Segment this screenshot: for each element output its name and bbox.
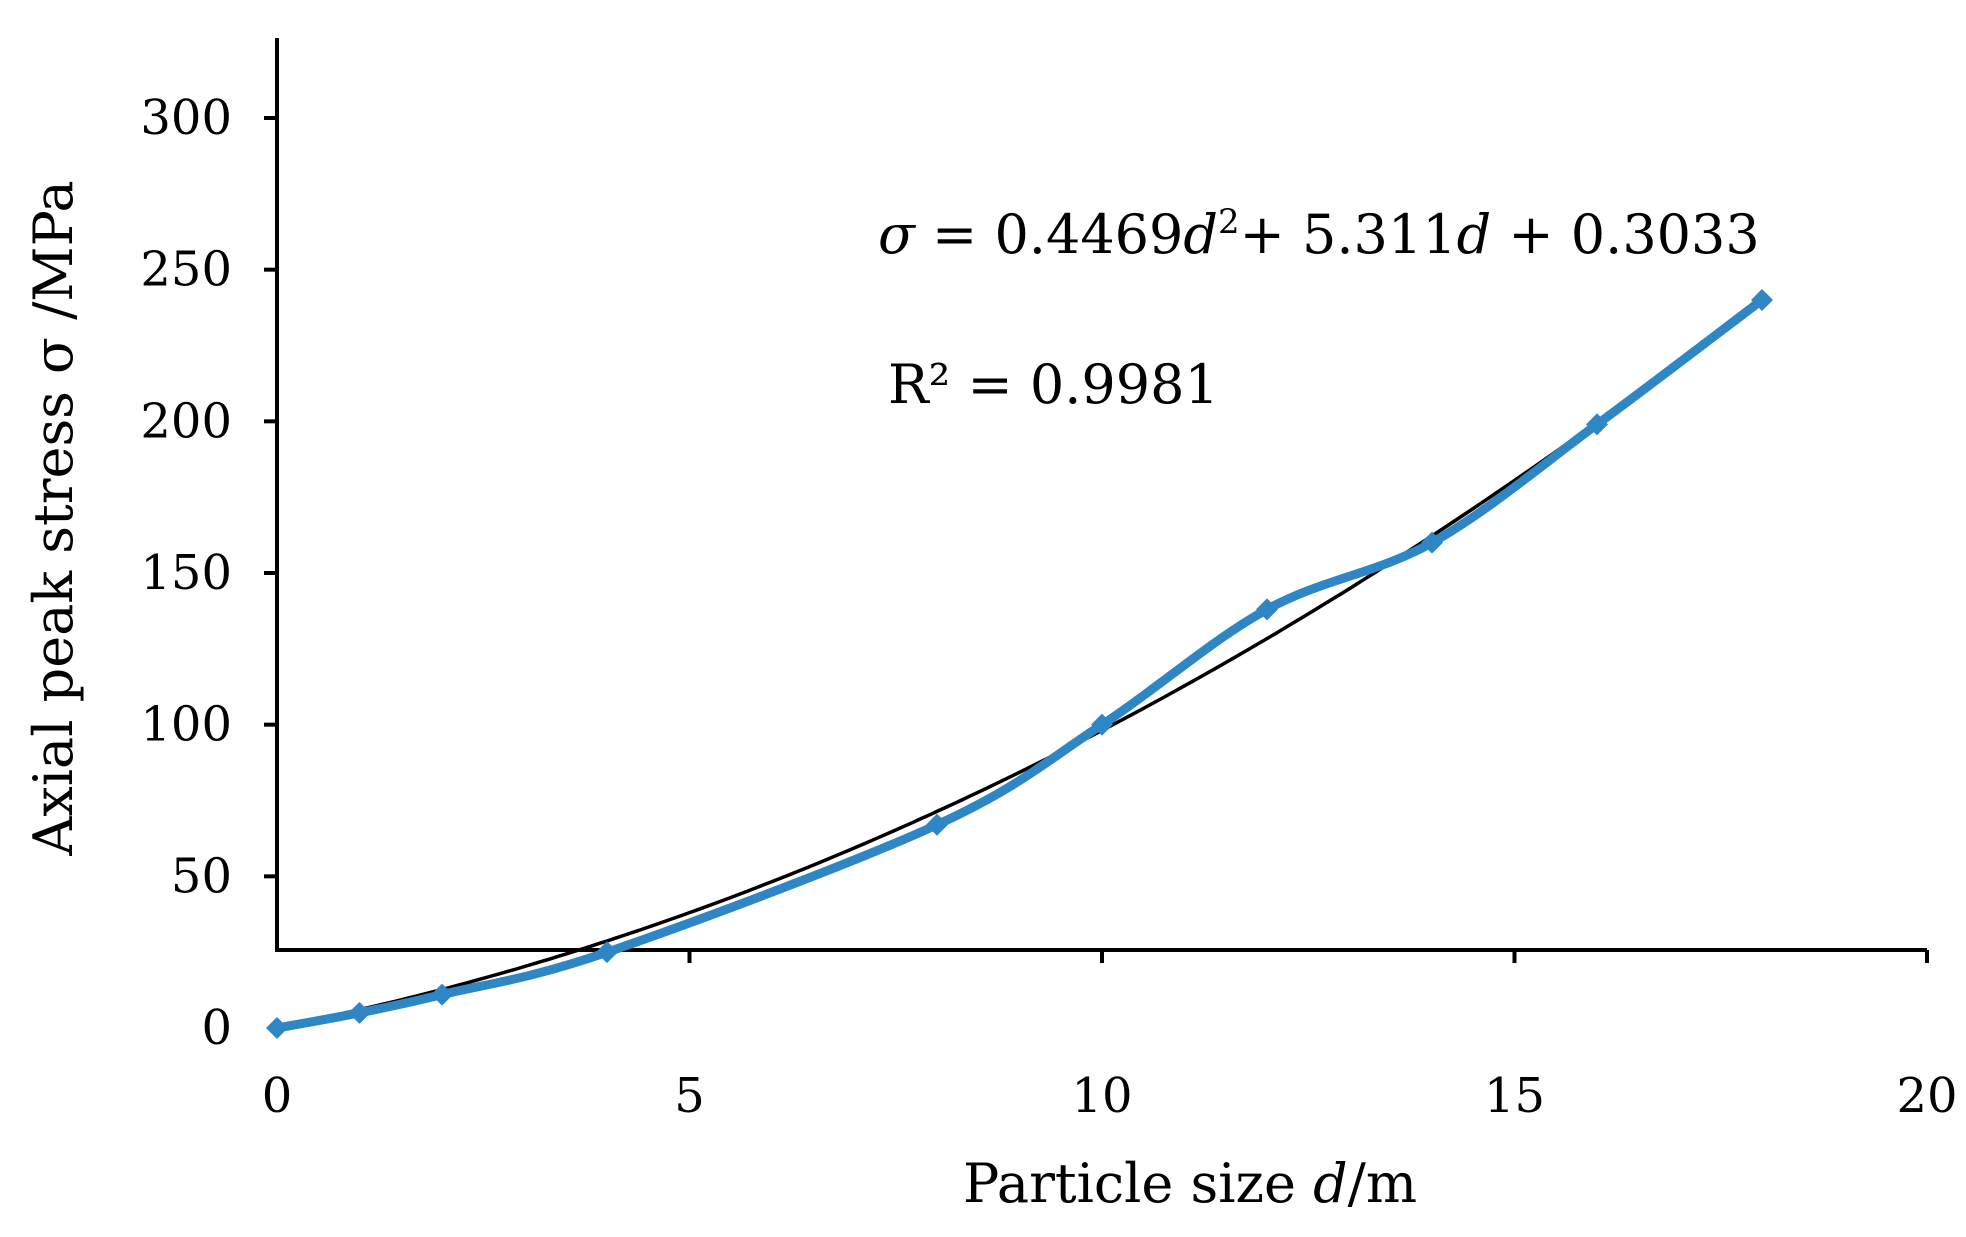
- y-tick-label: 200: [140, 393, 232, 449]
- x-axis-title-prefix: Particle size: [963, 1152, 1313, 1215]
- x-tick-label: 15: [1484, 1068, 1545, 1124]
- data-point-marker: [348, 1001, 371, 1024]
- r-squared-label: R² = 0.9981: [888, 353, 1219, 416]
- equation-d1: d: [1183, 203, 1218, 266]
- y-axis-ticks: 0 50 100 150 200 250 300: [140, 90, 277, 1056]
- equation-part-a: = 0.4469: [915, 203, 1184, 266]
- equation-sigma: σ: [878, 203, 917, 266]
- data-point-marker: [431, 983, 453, 1006]
- measured-markers: [266, 289, 1773, 1039]
- fit-equation: σ = 0.4469d2+ 5.311d + 0.3033: [878, 202, 1760, 266]
- x-axis-title-unit: /m: [1348, 1152, 1417, 1215]
- equation-exponent: 2: [1218, 202, 1240, 242]
- x-tick-label: 10: [1071, 1068, 1132, 1124]
- y-tick-label: 0: [201, 1000, 232, 1056]
- x-tick-label: 0: [262, 1068, 293, 1124]
- data-point-marker: [266, 1017, 288, 1039]
- data-point-marker: [926, 813, 948, 836]
- equation-part-c: + 0.3033: [1491, 203, 1760, 266]
- y-tick-label: 250: [140, 242, 232, 298]
- x-axis-ticks: 0 5 10 15 20: [262, 950, 1958, 1124]
- data-point-marker: [1256, 598, 1278, 621]
- data-point-marker: [1421, 531, 1443, 554]
- x-tick-label: 20: [1896, 1068, 1957, 1124]
- x-tick-label: 5: [674, 1068, 705, 1124]
- data-point-marker: [596, 941, 618, 964]
- y-tick-label: 300: [140, 90, 232, 146]
- trendline: [276, 296, 1764, 1029]
- y-tick-label: 150: [140, 545, 232, 601]
- equation-part-b: + 5.311: [1240, 203, 1457, 266]
- data-point-marker: [1586, 413, 1608, 436]
- data-point-marker: [1091, 713, 1113, 736]
- y-axis-title: Axial peak stress σ /MPa: [22, 180, 85, 856]
- data-point-marker: [1751, 289, 1773, 311]
- y-tick-label: 50: [171, 848, 232, 904]
- x-axis-title-variable: d: [1313, 1152, 1348, 1215]
- y-tick-label: 100: [140, 697, 232, 753]
- x-axis-title: Particle size d/m: [963, 1152, 1417, 1215]
- equation-d2: d: [1457, 203, 1492, 266]
